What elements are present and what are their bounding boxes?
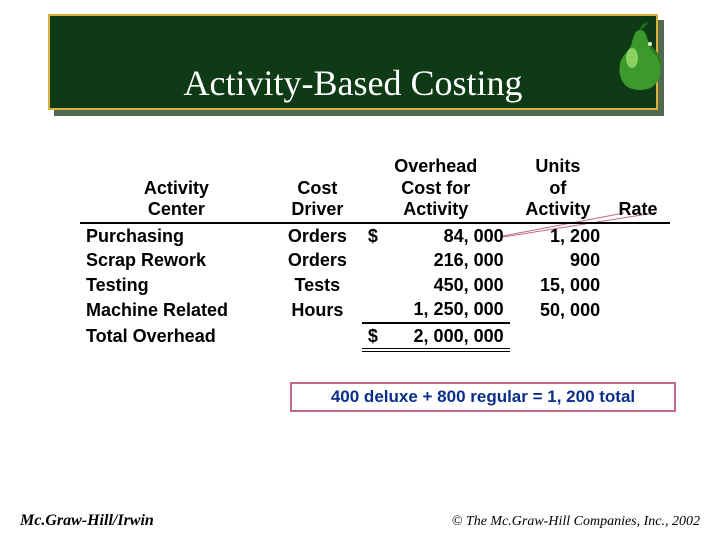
cell-cost: 216, 000	[382, 248, 510, 273]
col-header-activity-center: ActivityCenter	[80, 155, 273, 223]
slide-title: Activity-Based Costing	[48, 62, 658, 104]
col-header-overhead-cost: OverheadCost forActivity	[362, 155, 510, 223]
cell-rate	[606, 248, 670, 273]
cell-units: 50, 000	[510, 297, 606, 323]
col-header-rate: Rate	[606, 155, 670, 223]
cell-units: 15, 000	[510, 273, 606, 298]
cell-activity: Machine Related	[80, 297, 273, 323]
cell-total-label: Total Overhead	[80, 323, 273, 351]
cell-activity: Purchasing	[80, 223, 273, 249]
currency-symbol: $	[362, 223, 382, 249]
col-header-units: UnitsofActivity	[510, 155, 606, 223]
col-header-cost-driver: CostDriver	[273, 155, 362, 223]
cell-units: 1, 200	[510, 223, 606, 249]
cell-rate	[606, 297, 670, 323]
cell-total-cost: 2, 000, 000	[382, 323, 510, 351]
table-row: Machine Related Hours 1, 250, 000 50, 00…	[80, 297, 670, 323]
table-row: Testing Tests 450, 000 15, 000	[80, 273, 670, 298]
cell-cost: 450, 000	[382, 273, 510, 298]
cell-rate	[606, 223, 670, 249]
cell-units: 900	[510, 248, 606, 273]
cell-driver: Orders	[273, 248, 362, 273]
cell-driver: Tests	[273, 273, 362, 298]
cell-driver: Hours	[273, 297, 362, 323]
table-row-total: Total Overhead $ 2, 000, 000	[80, 323, 670, 351]
cell-activity: Testing	[80, 273, 273, 298]
cell-activity: Scrap Rework	[80, 248, 273, 273]
cell-driver: Orders	[273, 223, 362, 249]
cell-cost: 84, 000	[382, 223, 510, 249]
cell-rate	[606, 273, 670, 298]
slide: Activity-Based Costing ActivityCenter Co…	[0, 0, 720, 540]
footer-right: © The Mc.Graw-Hill Companies, Inc., 2002	[452, 514, 700, 530]
cost-table: ActivityCenter CostDriver OverheadCost f…	[80, 155, 670, 352]
footer-left: Mc.Graw-Hill/Irwin	[20, 512, 154, 530]
table-row: Scrap Rework Orders 216, 000 900	[80, 248, 670, 273]
table-row: Purchasing Orders $ 84, 000 1, 200	[80, 223, 670, 249]
callout-box: 400 deluxe + 800 regular = 1, 200 total	[290, 382, 676, 412]
currency-symbol: $	[362, 323, 382, 351]
cell-cost: 1, 250, 000	[382, 297, 510, 323]
pear-icon	[610, 22, 670, 92]
